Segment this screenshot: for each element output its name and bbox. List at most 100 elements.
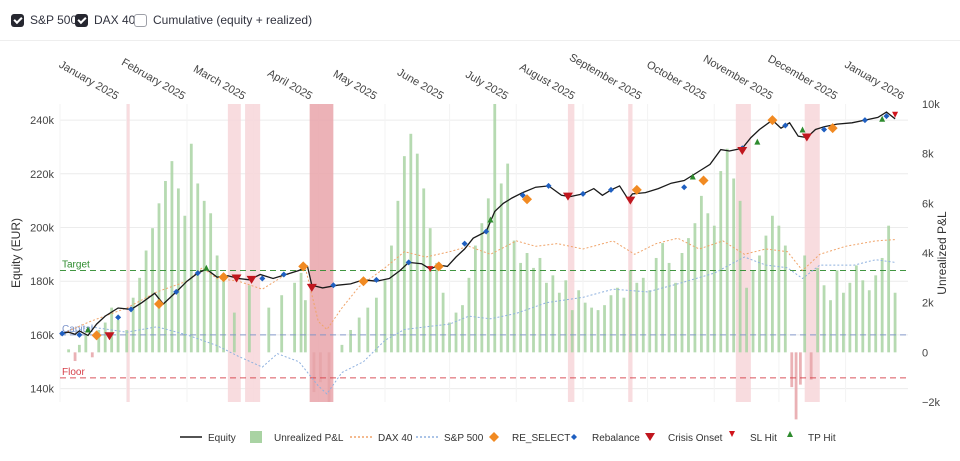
y-right-tick-label: 6k bbox=[922, 198, 934, 210]
unrealized-pnl-bar bbox=[151, 228, 154, 353]
unrealized-pnl-bar bbox=[196, 183, 200, 353]
unrealized-pnl-bar bbox=[390, 245, 393, 353]
legend-swatch bbox=[645, 433, 655, 441]
unrealized-pnl-bar bbox=[751, 270, 755, 353]
unrealized-pnl-bar bbox=[428, 228, 432, 353]
dax-checkbox-label: DAX 40 bbox=[94, 13, 136, 27]
unrealized-pnl-bar bbox=[564, 280, 568, 353]
unrealized-pnl-bar bbox=[202, 200, 206, 353]
unrealized-pnl-bar bbox=[725, 148, 729, 353]
legend-label: RE_SELECT bbox=[512, 433, 570, 444]
unrealized-pnl-bar bbox=[209, 213, 213, 353]
re-select-marker bbox=[767, 115, 778, 126]
equity-chart[interactable]: Target Capital Floor 140k 160k 180k 200k 220k 2… bbox=[8, 46, 960, 456]
unrealized-pnl-bar bbox=[648, 290, 652, 353]
y-left-axis-title: Equity (EUR) bbox=[9, 218, 23, 288]
unrealized-pnl-bar bbox=[319, 352, 322, 383]
re-select-marker bbox=[358, 276, 369, 287]
unrealized-pnl-bar bbox=[661, 243, 665, 353]
unrealized-pnl-bar bbox=[383, 280, 387, 353]
unrealized-pnl-bar bbox=[758, 255, 761, 353]
unrealized-pnl-bar bbox=[138, 277, 142, 353]
unrealized-pnl-bar bbox=[409, 133, 413, 353]
tp-hit-marker bbox=[689, 173, 696, 180]
unrealized-pnl-bar bbox=[628, 270, 632, 353]
unrealized-pnl-bar bbox=[848, 282, 852, 353]
rebalance-marker bbox=[483, 228, 490, 235]
crisis-onset-marker bbox=[562, 192, 573, 201]
unrealized-pnl-bar bbox=[312, 352, 316, 393]
unrealized-pnl-bar bbox=[687, 238, 690, 353]
re-select-marker bbox=[91, 330, 102, 341]
legend-label: DAX 40 bbox=[378, 433, 413, 444]
rebalance-marker bbox=[115, 314, 122, 321]
legend-label: Unrealized P&L bbox=[274, 433, 344, 444]
legend-swatch bbox=[250, 431, 262, 443]
rebalance-marker bbox=[883, 113, 890, 120]
crisis-band bbox=[126, 104, 130, 402]
unrealized-pnl-bar bbox=[861, 280, 865, 353]
dax-checkbox[interactable]: DAX 40 bbox=[75, 11, 135, 29]
rebalance-marker bbox=[280, 271, 287, 278]
unrealized-pnl-bar bbox=[454, 312, 458, 353]
unrealized-pnl-bar bbox=[635, 282, 639, 353]
unrealized-pnl-bar bbox=[176, 188, 180, 353]
legend-label: SL Hit bbox=[750, 433, 777, 444]
unrealized-pnl-bar bbox=[512, 240, 516, 353]
unrealized-pnl-bar bbox=[366, 307, 370, 353]
unrealized-pnl-bar bbox=[822, 285, 826, 353]
equity-line bbox=[59, 111, 896, 337]
rebalance-marker bbox=[373, 276, 380, 283]
unrealized-pnl-bar bbox=[73, 352, 77, 362]
unrealized-pnl-bar bbox=[854, 265, 858, 353]
unrealized-pnl-bar bbox=[557, 292, 561, 353]
unrealized-pnl-bar bbox=[415, 153, 419, 353]
rebalance-marker bbox=[461, 240, 468, 247]
unrealized-pnl-bar bbox=[340, 344, 344, 353]
unrealized-pnl-bar bbox=[654, 257, 658, 353]
unrealized-pnl-bar bbox=[131, 297, 135, 353]
unrealized-pnl-bar bbox=[303, 300, 307, 353]
toolbar: S&P 500 DAX 40 Cumulative (equity + real… bbox=[0, 0, 960, 40]
sp500-checkbox[interactable]: S&P 500 bbox=[11, 11, 77, 29]
unrealized-pnl-bar bbox=[280, 295, 284, 353]
unrealized-pnl-bar bbox=[693, 223, 697, 353]
re-select-marker bbox=[298, 261, 309, 272]
unrealized-pnl-bar bbox=[712, 225, 716, 353]
unrealized-pnl-bar bbox=[880, 257, 884, 353]
unrealized-pnl-bar bbox=[577, 290, 581, 353]
unrealized-pnl-bar bbox=[157, 203, 161, 353]
crisis-onset-marker bbox=[801, 133, 812, 142]
series-lines bbox=[59, 111, 896, 395]
unrealized-pnl-bar bbox=[467, 277, 471, 353]
unrealized-pnl-bar bbox=[222, 280, 225, 353]
unrealized-pnl-bar bbox=[887, 225, 891, 353]
legend-label: TP Hit bbox=[808, 433, 836, 444]
unrealized-pnl-bar bbox=[84, 334, 88, 353]
unrealized-pnl-bar bbox=[798, 352, 802, 385]
unrealized-pnl-bar bbox=[67, 349, 71, 353]
y-right-tick-label: 4k bbox=[922, 248, 934, 260]
legend-swatch bbox=[729, 431, 735, 437]
tp-hit-marker bbox=[799, 126, 806, 133]
unrealized-pnl-bar bbox=[532, 267, 535, 353]
tp-hit-marker bbox=[879, 115, 886, 122]
unrealized-pnl-bar bbox=[674, 282, 677, 353]
cumulative-checkbox-label: Cumulative (equity + realized) bbox=[153, 13, 313, 27]
rebalance-marker bbox=[128, 306, 135, 313]
crisis-onset-marker bbox=[306, 283, 317, 292]
cumulative-checkbox[interactable]: Cumulative (equity + realized) bbox=[134, 11, 312, 29]
re-select-marker bbox=[827, 123, 838, 134]
rebalance-marker bbox=[259, 275, 266, 282]
unrealized-pnl-bar bbox=[493, 104, 497, 353]
reference-line-label: Floor bbox=[62, 367, 85, 378]
unrealized-pnl-bar bbox=[461, 305, 464, 353]
checkbox-checked-icon bbox=[11, 13, 24, 27]
unrealized-pnl-bar bbox=[349, 329, 352, 353]
unrealized-pnl-bar bbox=[248, 285, 251, 353]
unrealized-pnl-bar bbox=[835, 270, 839, 353]
unrealized-pnl-bar bbox=[609, 295, 613, 353]
rebalance-marker bbox=[782, 122, 789, 129]
sl-hit-marker bbox=[892, 111, 899, 118]
event-markers bbox=[59, 111, 899, 341]
